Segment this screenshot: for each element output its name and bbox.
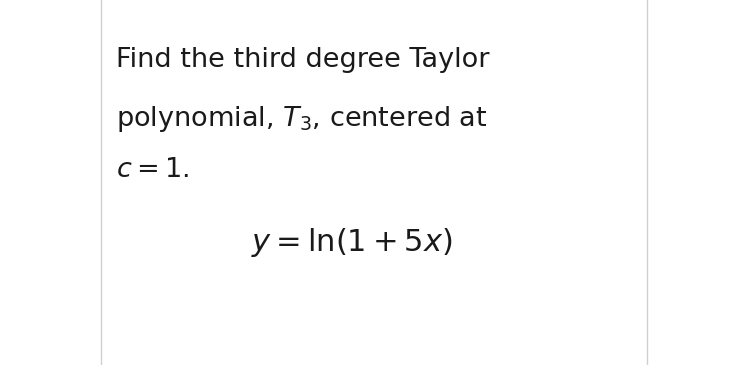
Text: $c = 1.$: $c = 1.$: [116, 157, 189, 183]
Text: $y = \ln(1 + 5x)$: $y = \ln(1 + 5x)$: [251, 226, 453, 259]
Text: Find the third degree Taylor: Find the third degree Taylor: [116, 47, 489, 73]
Text: polynomial, $T_3$, centered at: polynomial, $T_3$, centered at: [116, 104, 488, 134]
